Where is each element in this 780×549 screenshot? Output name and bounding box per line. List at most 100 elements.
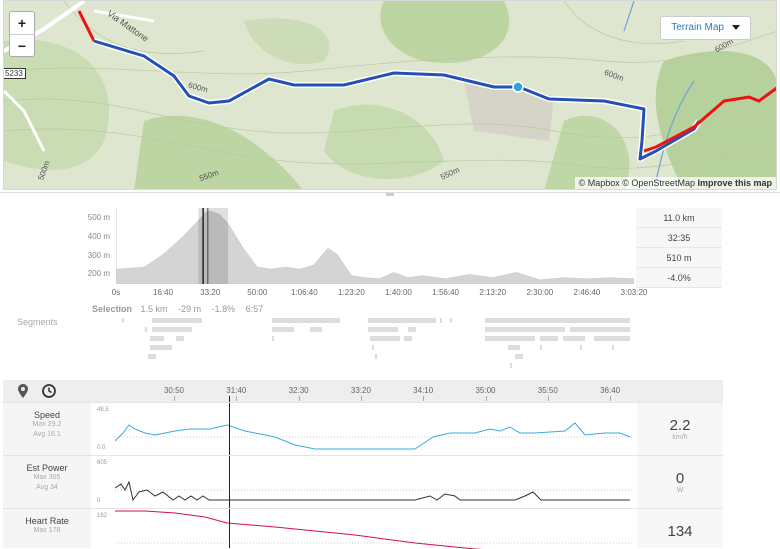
metric-name: Heart Rate <box>25 516 69 526</box>
time-axis-tick <box>610 396 612 401</box>
segment-bar[interactable] <box>594 336 630 341</box>
metric-unit: W <box>676 487 684 494</box>
metric-line <box>115 510 483 549</box>
metric-name: Est Power <box>26 463 68 473</box>
time-axis-label: 35:00 <box>475 386 496 395</box>
metric-avg: Avg 34 <box>36 484 58 491</box>
segment-bar[interactable] <box>612 345 614 350</box>
segment-bar[interactable] <box>570 327 630 332</box>
segment-bar[interactable] <box>148 354 156 359</box>
segment-bar[interactable] <box>310 327 322 332</box>
terrain-map-dropdown[interactable]: Terrain Map <box>660 16 751 40</box>
metric-label: Speed Max 29.2 Avg 16.1 <box>3 403 91 455</box>
route-map[interactable]: + − 5233 Via Mattone 600m 600m 550m 550m… <box>3 0 777 190</box>
x-axis-tick-label: 1:06:40 <box>291 288 318 297</box>
improve-map-link[interactable]: Improve this map <box>697 178 772 188</box>
road-number-badge: 5233 <box>4 68 26 79</box>
metric-chart[interactable] <box>115 403 633 456</box>
y-axis-label: 400 m <box>87 232 110 241</box>
time-axis-label: 31:40 <box>226 386 247 395</box>
segment-bar[interactable] <box>176 336 184 341</box>
time-axis-tick <box>236 396 238 401</box>
x-axis-tick-label: 2:46:40 <box>573 288 601 297</box>
terrain-map-label: Terrain Map <box>671 22 724 33</box>
segment-bar[interactable] <box>580 345 582 350</box>
segment-bar[interactable] <box>368 318 436 323</box>
time-axis-label: 30:50 <box>163 386 185 395</box>
time-cursor-top <box>229 396 230 402</box>
segment-bar[interactable] <box>508 345 520 350</box>
clock-icon[interactable] <box>41 383 57 399</box>
metric-axis-max: 182 <box>97 513 108 519</box>
metric-chart[interactable] <box>115 456 633 509</box>
metric-line <box>115 422 631 450</box>
segment-bar[interactable] <box>272 327 294 332</box>
segment-bar[interactable] <box>485 318 630 323</box>
zoom-out-button[interactable]: − <box>10 34 34 56</box>
metric-max: Max 29.2 <box>32 421 62 428</box>
x-axis-tick-label: 50:00 <box>247 288 268 297</box>
segment-bar[interactable] <box>145 327 147 332</box>
caret-down-icon <box>732 24 740 30</box>
x-axis-tick-label: 2:30:00 <box>526 288 554 297</box>
segment-bar[interactable] <box>515 354 523 359</box>
selection-distance: 1.5 km <box>140 304 168 314</box>
metric-current-value: 134 <box>637 509 723 548</box>
segment-bar[interactable] <box>540 336 558 341</box>
segment-bar[interactable] <box>368 327 398 332</box>
metric-label: Est Power Max 305 Avg 34 <box>3 456 91 508</box>
time-axis-tick <box>298 396 300 401</box>
segment-bar[interactable] <box>272 336 274 341</box>
osm-link[interactable]: © OpenStreetMap <box>622 178 695 188</box>
time-axis-label: 34:10 <box>413 386 434 395</box>
time-axis-tick <box>485 396 487 401</box>
time-cursor <box>229 456 230 508</box>
zoom-in-button[interactable]: + <box>17 15 27 31</box>
metric-line <box>115 480 630 502</box>
segment-bar[interactable] <box>122 318 124 323</box>
y-axis-label: 200 m <box>87 269 110 278</box>
segment-bar[interactable] <box>370 336 400 341</box>
segment-bar[interactable] <box>408 327 416 332</box>
segment-bar[interactable] <box>404 336 412 341</box>
selection-label: Selection <box>92 304 133 314</box>
segment-bar[interactable] <box>272 318 340 323</box>
segment-bar[interactable] <box>150 336 164 341</box>
time-axis-tick <box>174 396 175 401</box>
stat-distance: 11.0 km <box>636 208 722 228</box>
segment-bar[interactable] <box>485 327 565 332</box>
x-axis-tick-label: 1:40:00 <box>385 288 412 297</box>
x-axis-tick-label: 2:13:20 <box>479 288 507 297</box>
selection-stats: 11.0 km 32:35 510 m -4.0% <box>636 208 722 288</box>
metric-chart[interactable] <box>115 509 633 549</box>
segment-bar[interactable] <box>375 354 377 359</box>
metric-label: Heart Rate Max 178 <box>3 509 91 548</box>
segment-bar[interactable] <box>152 318 202 323</box>
metric-axis-max: 48.5 <box>97 407 109 413</box>
segment-bar[interactable] <box>440 318 442 323</box>
time-axis-label: 35:50 <box>537 386 558 395</box>
x-axis-tick-label: 0s <box>111 288 121 297</box>
segment-bar[interactable] <box>563 336 585 341</box>
selection-grade: -1.8% <box>211 304 236 314</box>
elevation-chart[interactable] <box>116 208 634 284</box>
map-resize-divider[interactable] <box>0 192 780 197</box>
metric-axis-max: 605 <box>97 460 108 466</box>
metric-avg: Avg 16.1 <box>33 431 61 438</box>
segment-bar[interactable] <box>540 345 542 350</box>
segment-bar[interactable] <box>485 336 535 341</box>
mapbox-link[interactable]: © Mapbox <box>578 178 620 188</box>
segment-bar[interactable] <box>450 318 452 323</box>
segment-bar[interactable] <box>372 345 374 350</box>
resize-handle-icon[interactable] <box>386 193 394 196</box>
time-axis-tick <box>360 396 362 401</box>
segment-bar[interactable] <box>152 327 192 332</box>
metric-max: Max 178 <box>33 527 61 534</box>
segment-bar[interactable] <box>510 363 512 368</box>
elevation-area <box>116 210 634 284</box>
metric-axis-min: 0 <box>97 498 101 504</box>
metric-name: Speed <box>33 410 61 420</box>
time-cursor <box>229 403 230 455</box>
segment-bar[interactable] <box>150 345 172 350</box>
map-pin-icon[interactable] <box>15 383 31 399</box>
